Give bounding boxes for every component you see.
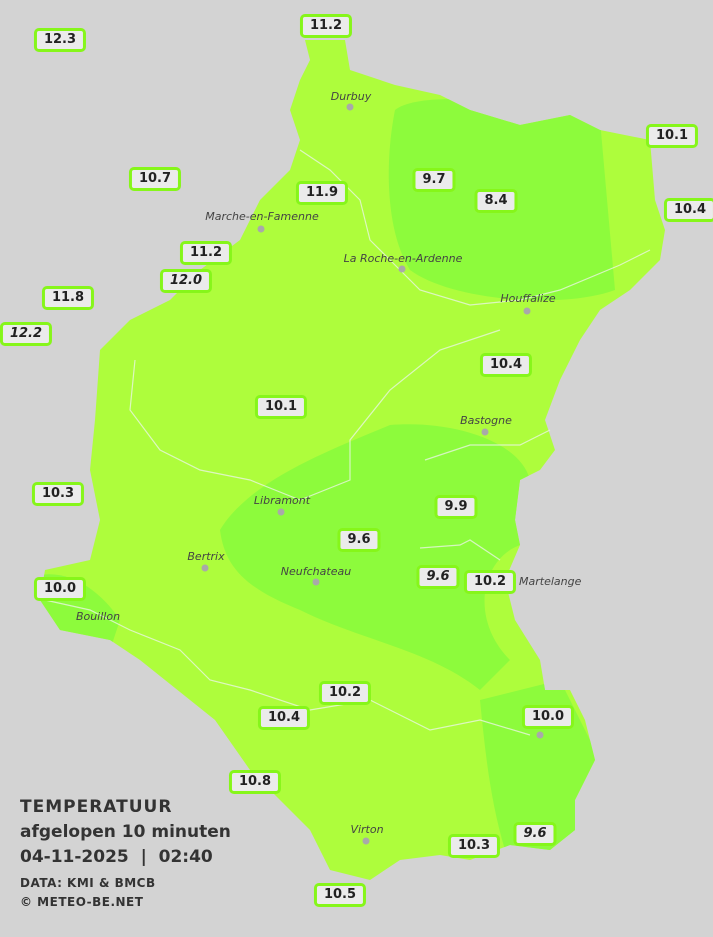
- rivers: [44, 149, 651, 736]
- temperature-reading: 10.0: [521, 705, 575, 729]
- temperature-reading: 12.3: [33, 28, 87, 52]
- temperature-reading: 10.5: [313, 883, 367, 907]
- temperature-reading: 9.7: [412, 168, 456, 192]
- city-label: La Roche-en-Ardenne: [343, 252, 463, 265]
- city-dot: [362, 837, 370, 845]
- legend-source: DATA: KMI & BMCB: [20, 876, 156, 890]
- city-label: Neufchateau: [280, 565, 352, 578]
- temperature-reading: 10.3: [31, 482, 85, 506]
- legend-datetime: 04-11-2025 | 02:40: [20, 847, 213, 867]
- city-dot: [312, 578, 320, 586]
- city-dot: [346, 103, 354, 111]
- temperature-reading: 10.0: [33, 577, 87, 601]
- temperature-reading: 12.0: [159, 269, 213, 293]
- temperature-reading: 10.4: [479, 353, 533, 377]
- city-dot: [201, 564, 209, 572]
- temperature-reading: 10.2: [318, 681, 372, 705]
- temperature-reading: 11.2: [299, 14, 353, 38]
- temperature-reading: 10.1: [645, 124, 699, 148]
- city-label: Virton: [350, 823, 384, 836]
- temperature-reading: 9.6: [337, 528, 381, 552]
- temperature-reading: 12.2: [0, 322, 53, 346]
- temperature-reading: 11.9: [295, 181, 349, 205]
- temperature-reading: 10.2: [463, 570, 517, 594]
- city-label: Durbuy: [330, 90, 372, 103]
- temperature-reading: 10.4: [663, 198, 713, 222]
- city-label: Martelange: [519, 575, 582, 588]
- city-label: Marche-en-Famenne: [205, 210, 319, 223]
- zone-cool-central: [220, 424, 530, 690]
- temperature-reading: 8.4: [474, 189, 518, 213]
- temperature-reading: 10.3: [447, 834, 501, 858]
- temperature-reading: 11.8: [41, 286, 95, 310]
- city-dot: [398, 265, 406, 273]
- temperature-reading: 9.9: [434, 495, 478, 519]
- legend-period: afgelopen 10 minuten: [20, 822, 231, 842]
- temperature-reading: 9.6: [416, 565, 460, 589]
- temperature-reading: 9.6: [513, 822, 557, 846]
- city-dot: [257, 225, 265, 233]
- city-dot: [523, 307, 531, 315]
- city-dot: [277, 508, 285, 516]
- legend-copyright: © METEO-BE.NET: [20, 895, 144, 909]
- temperature-reading: 10.8: [228, 770, 282, 794]
- city-label: Houffalize: [500, 292, 556, 305]
- city-label: Libramont: [253, 494, 311, 507]
- city-label: Bastogne: [460, 414, 512, 427]
- city-dot: [481, 428, 489, 436]
- city-dot: [536, 731, 544, 739]
- temperature-reading: 10.4: [257, 706, 311, 730]
- temperature-reading: 10.1: [254, 395, 308, 419]
- city-label: Bertrix: [187, 550, 225, 563]
- legend-title: TEMPERATUUR: [20, 797, 173, 817]
- city-label: Bouillon: [75, 610, 121, 623]
- temperature-reading: 11.2: [179, 241, 233, 265]
- temperature-reading: 10.7: [128, 167, 182, 191]
